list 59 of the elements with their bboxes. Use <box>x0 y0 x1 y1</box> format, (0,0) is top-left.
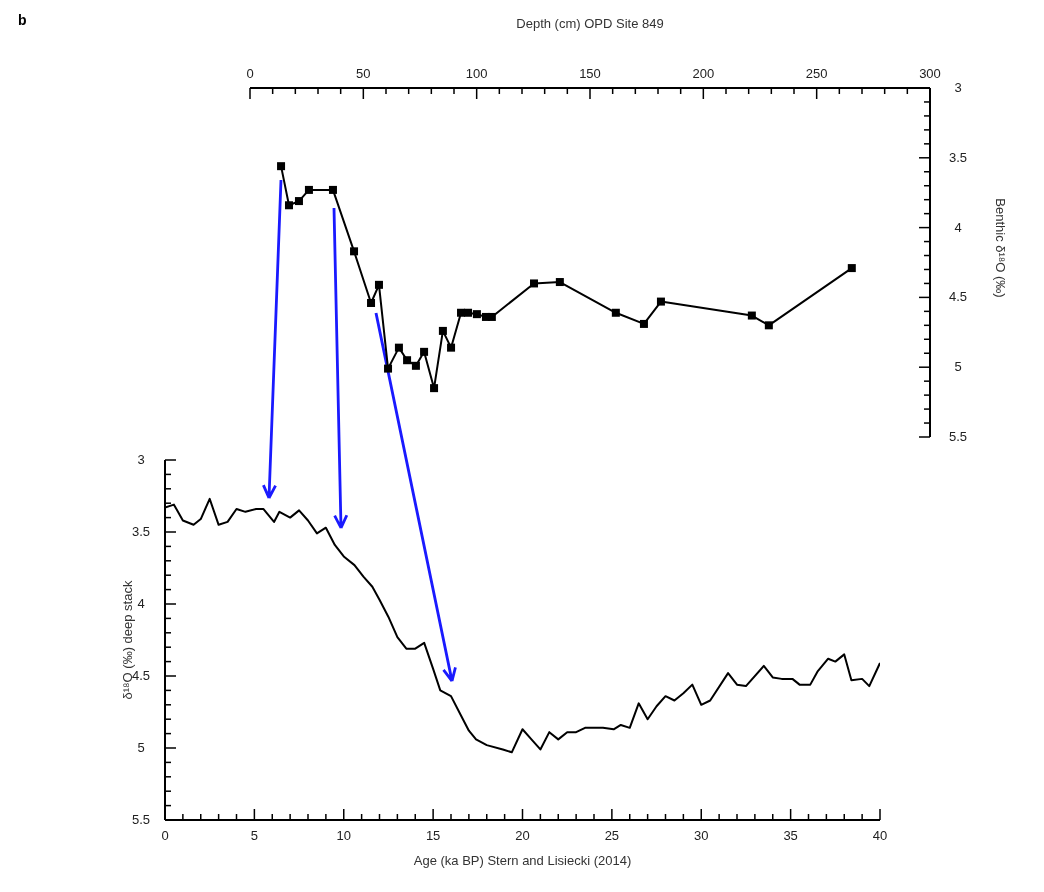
x-tick-label: 100 <box>465 66 488 81</box>
y-tick-label: 4 <box>954 219 962 235</box>
point <box>284 201 293 210</box>
point <box>304 185 313 194</box>
point <box>487 312 496 321</box>
y-tick-label: 3 <box>954 80 962 95</box>
point <box>367 298 376 307</box>
point <box>403 356 412 365</box>
y-tick-label: 4 <box>137 596 145 611</box>
y-tick-label: 5 <box>137 740 145 755</box>
point <box>328 185 337 194</box>
y-axis-title: Benthic δ¹⁸O (‰) <box>992 198 1008 298</box>
point <box>447 343 456 352</box>
point <box>639 319 648 328</box>
y-tick-label: 5.5 <box>131 812 151 827</box>
point <box>656 297 665 306</box>
text: b <box>18 12 27 28</box>
y-tick-label: 4.5 <box>131 668 151 683</box>
x-tick-label: 40 <box>872 828 888 843</box>
y-tick-label: 3.5 <box>131 524 151 539</box>
point <box>472 310 481 319</box>
x-tick-label: 25 <box>604 828 620 843</box>
x-axis-title: Depth (cm) OPD Site 849 <box>515 16 665 31</box>
x-tick-label: 0 <box>161 828 169 843</box>
x-tick-label: 30 <box>694 828 709 843</box>
point <box>464 308 473 317</box>
y-tick-label: 3 <box>137 452 145 467</box>
point <box>530 279 539 288</box>
x-tick-label: 300 <box>919 66 941 81</box>
point <box>411 361 420 370</box>
x-tick-label: 250 <box>805 66 828 81</box>
point <box>277 162 286 171</box>
point <box>555 278 564 287</box>
x-tick-label: 15 <box>425 828 441 843</box>
point <box>430 384 439 393</box>
y-tick-label: 5.5 <box>948 429 968 444</box>
point <box>374 280 383 289</box>
point <box>350 247 359 256</box>
x-tick-label: 5 <box>250 828 258 843</box>
x-tick-label: 50 <box>356 66 371 81</box>
x-tick-label: 10 <box>336 828 351 843</box>
point <box>294 197 303 206</box>
point <box>384 364 393 373</box>
x-tick-label: 0 <box>246 66 254 81</box>
x-axis-title: Age (ka BP) Stern and Lisiecki (2014) <box>412 853 633 868</box>
point <box>611 308 620 317</box>
point <box>438 326 447 335</box>
point <box>420 347 429 356</box>
y-tick-label: 4.5 <box>948 289 968 305</box>
point <box>847 264 856 273</box>
x-tick-label: 35 <box>783 828 798 843</box>
point <box>747 311 756 320</box>
x-tick-label: 200 <box>692 66 715 81</box>
x-tick-label: 20 <box>515 828 530 843</box>
y-tick-label: 3.5 <box>948 149 968 165</box>
point <box>394 343 403 352</box>
point <box>764 321 773 330</box>
y-tick-label: 5 <box>954 359 962 375</box>
x-tick-label: 150 <box>579 66 601 81</box>
